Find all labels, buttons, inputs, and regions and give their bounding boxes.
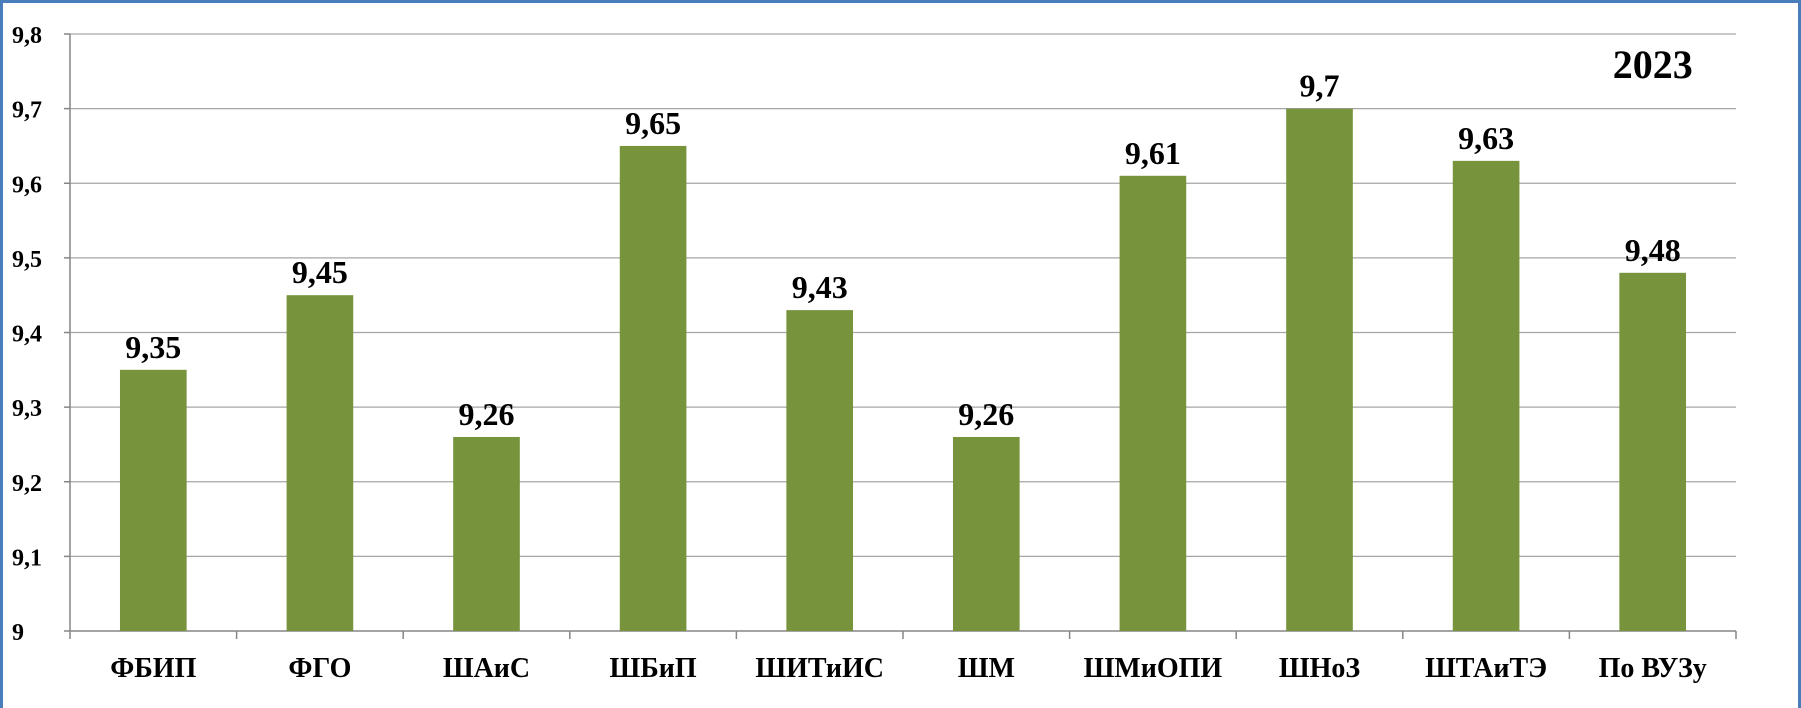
bar-9 <box>1452 160 1520 632</box>
data-label: 9,43 <box>792 269 848 305</box>
x-category-label: ШМиОПИ <box>1084 653 1223 684</box>
data-label: 9,7 <box>1300 68 1340 104</box>
bar-6 <box>952 436 1020 631</box>
y-tick-label: 9,2 <box>12 471 42 497</box>
y-tick-label: 9,7 <box>12 98 42 124</box>
bar-8 <box>1286 108 1353 631</box>
x-category-label: ШНоЗ <box>1279 653 1361 684</box>
x-category-label: ФБИП <box>110 653 196 684</box>
bar-3 <box>453 436 520 631</box>
y-tick-label: 9,1 <box>12 545 42 571</box>
year-annotation: 2023 <box>1613 42 1693 87</box>
x-category-label: По ВУЗу <box>1599 653 1707 684</box>
x-axis-labels: ФБИП ФГО ШАиС ШБиП ШИТиИС ШМ ШМиОПИ ШНоЗ ШТАиТЭ П… <box>110 653 1707 684</box>
data-labels: 9,35 9,45 9,26 9,65 9,43 9,26 9,61 9,7 9,63 9,48 <box>125 68 1680 432</box>
data-label: 9,61 <box>1125 135 1181 171</box>
bar-7 <box>1119 175 1187 631</box>
bar-4 <box>619 145 687 631</box>
bar-10 <box>1619 272 1687 631</box>
data-label: 9,45 <box>292 254 348 290</box>
x-category-label: ШМ <box>958 653 1015 684</box>
data-label: 9,48 <box>1625 232 1681 268</box>
y-tick-label: 9,6 <box>12 172 42 198</box>
bar-2 <box>286 295 354 631</box>
y-tick-label: 9,5 <box>12 247 42 273</box>
y-tick-label: 9 <box>12 620 24 646</box>
data-label: 9,65 <box>625 105 681 141</box>
bar-1 <box>119 369 187 631</box>
x-category-label: ШАиС <box>443 653 530 684</box>
y-tick-label: 9,3 <box>12 396 42 422</box>
x-category-label: ШБиП <box>610 653 697 684</box>
y-tick-label: 9,4 <box>12 322 42 348</box>
data-label: 9,26 <box>958 396 1014 432</box>
x-category-label: ШТАиТЭ <box>1425 653 1547 684</box>
y-tick-label: 9,8 <box>12 23 42 49</box>
bar-5 <box>786 310 854 631</box>
data-label: 9,26 <box>459 396 515 432</box>
data-label: 9,35 <box>125 329 181 365</box>
x-category-label: ШИТиИС <box>755 653 884 684</box>
data-label: 9,63 <box>1458 120 1514 156</box>
y-axis-ticks: 9 9,1 9,2 9,3 9,4 9,5 9,6 9,7 9,8 <box>12 23 70 646</box>
x-category-label: ФГО <box>288 653 351 684</box>
bars <box>119 108 1687 632</box>
